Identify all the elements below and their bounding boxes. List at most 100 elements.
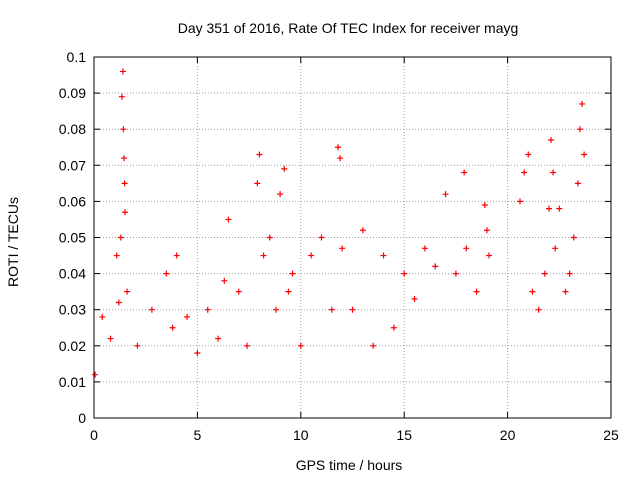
data-point bbox=[272, 306, 279, 313]
data-point bbox=[120, 126, 127, 133]
data-point bbox=[579, 100, 586, 107]
data-point bbox=[566, 270, 573, 277]
y-tick-label: 0 bbox=[78, 410, 86, 426]
data-point bbox=[541, 270, 548, 277]
y-tick-label: 0.05 bbox=[59, 230, 86, 246]
data-point bbox=[107, 335, 114, 342]
data-point bbox=[113, 252, 120, 259]
data-point bbox=[574, 180, 581, 187]
data-point bbox=[339, 245, 346, 252]
data-point bbox=[335, 144, 342, 151]
data-points bbox=[92, 68, 588, 378]
data-point bbox=[550, 169, 557, 176]
data-point bbox=[483, 227, 490, 234]
data-point bbox=[463, 245, 470, 252]
data-point bbox=[390, 324, 397, 331]
axis-ticks: 0 5 10 15 20 25 0 0.01 0.02 0.03 0.04 0.05 0.06 0.07 0… bbox=[59, 49, 619, 443]
data-point bbox=[545, 205, 552, 212]
data-point bbox=[122, 209, 129, 216]
data-point bbox=[120, 155, 127, 162]
x-tick-label: 15 bbox=[396, 427, 412, 443]
data-point bbox=[194, 350, 201, 357]
y-tick-label: 0.06 bbox=[59, 193, 86, 209]
data-point bbox=[244, 342, 251, 349]
data-point bbox=[148, 306, 155, 313]
data-point bbox=[562, 288, 569, 295]
data-point bbox=[401, 270, 408, 277]
data-point bbox=[117, 234, 124, 241]
data-point bbox=[481, 202, 488, 209]
data-point bbox=[525, 151, 532, 158]
chart-title: Day 351 of 2016, Rate Of TEC Index for r… bbox=[178, 20, 519, 36]
data-point bbox=[119, 68, 126, 75]
y-tick-label: 0.07 bbox=[59, 157, 86, 173]
data-point bbox=[285, 288, 292, 295]
data-point bbox=[215, 335, 222, 342]
data-point bbox=[134, 342, 141, 349]
data-point bbox=[370, 342, 377, 349]
data-point bbox=[254, 180, 261, 187]
data-point bbox=[328, 306, 335, 313]
y-tick-label: 0.03 bbox=[59, 302, 86, 318]
data-point bbox=[115, 299, 122, 306]
data-point bbox=[173, 252, 180, 259]
data-point bbox=[581, 151, 588, 158]
data-point bbox=[485, 252, 492, 259]
data-point bbox=[221, 277, 228, 284]
data-point bbox=[421, 245, 428, 252]
data-point bbox=[556, 205, 563, 212]
y-axis-label: ROTI / TECUs bbox=[5, 197, 21, 287]
data-point bbox=[411, 295, 418, 302]
data-point bbox=[359, 227, 366, 234]
data-point bbox=[452, 270, 459, 277]
x-tick-label: 25 bbox=[603, 427, 619, 443]
data-point bbox=[308, 252, 315, 259]
y-tick-label: 0.04 bbox=[59, 266, 86, 282]
data-point bbox=[297, 342, 304, 349]
data-point bbox=[225, 216, 232, 223]
y-tick-label: 0.01 bbox=[59, 374, 86, 390]
data-point bbox=[318, 234, 325, 241]
data-point bbox=[535, 306, 542, 313]
data-point bbox=[118, 93, 125, 100]
data-point bbox=[529, 288, 536, 295]
x-tick-label: 0 bbox=[90, 427, 98, 443]
data-point bbox=[281, 165, 288, 172]
data-point bbox=[184, 313, 191, 320]
data-point bbox=[552, 245, 559, 252]
y-tick-label: 0.09 bbox=[59, 85, 86, 101]
y-tick-label: 0.08 bbox=[59, 121, 86, 137]
data-point bbox=[99, 313, 106, 320]
y-tick-label: 0.1 bbox=[67, 49, 87, 65]
data-point bbox=[442, 191, 449, 198]
data-point bbox=[349, 306, 356, 313]
data-point bbox=[570, 234, 577, 241]
grid-lines bbox=[94, 57, 611, 418]
y-tick-label: 0.02 bbox=[59, 338, 86, 354]
data-point bbox=[289, 270, 296, 277]
data-point bbox=[169, 324, 176, 331]
data-point bbox=[517, 198, 524, 205]
data-point bbox=[92, 371, 99, 378]
data-point bbox=[521, 169, 528, 176]
data-point bbox=[163, 270, 170, 277]
x-axis-label: GPS time / hours bbox=[296, 457, 403, 473]
data-point bbox=[548, 137, 555, 144]
data-point bbox=[461, 169, 468, 176]
data-point bbox=[204, 306, 211, 313]
data-point bbox=[256, 151, 263, 158]
x-tick-label: 10 bbox=[293, 427, 309, 443]
data-point bbox=[260, 252, 267, 259]
data-point bbox=[432, 263, 439, 270]
x-tick-label: 20 bbox=[500, 427, 516, 443]
data-point bbox=[473, 288, 480, 295]
data-point bbox=[121, 180, 128, 187]
data-point bbox=[380, 252, 387, 259]
data-point bbox=[235, 288, 242, 295]
data-point bbox=[124, 288, 131, 295]
data-point bbox=[337, 155, 344, 162]
data-point bbox=[277, 191, 284, 198]
data-point bbox=[266, 234, 273, 241]
data-point bbox=[576, 126, 583, 133]
